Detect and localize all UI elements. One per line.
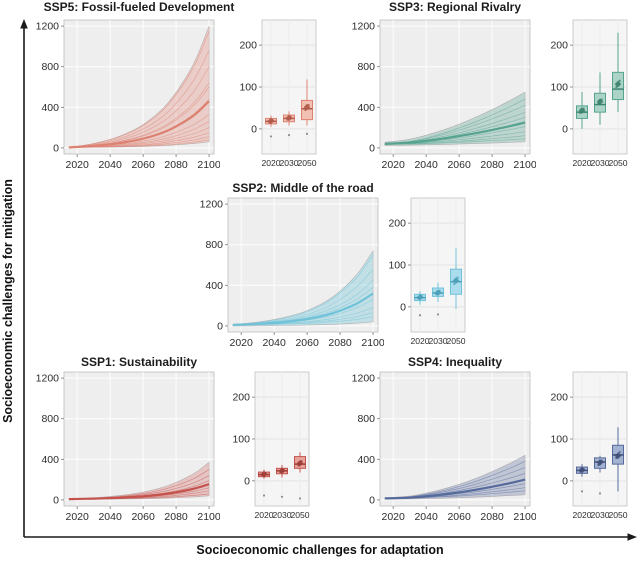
svg-text:2020: 2020 — [230, 337, 254, 346]
svg-text:2020: 2020 — [261, 158, 280, 168]
svg-text:400: 400 — [205, 280, 223, 292]
svg-text:200: 200 — [233, 392, 250, 404]
scenario-title: SSP1: Sustainability — [80, 355, 198, 369]
svg-text:2060: 2060 — [447, 511, 471, 520]
svg-text:0: 0 — [244, 475, 250, 487]
fan-chart-ssp5: 0 400 800 1200 2020 2040 2060 2080 2100 — [36, 19, 220, 168]
scenario-panel-ssp1: SSP1: Sustainability 0 400 800 1200 2020 2040… — [28, 352, 320, 526]
svg-text:2040: 2040 — [262, 337, 286, 346]
svg-text:2100: 2100 — [513, 159, 536, 168]
svg-text:2100: 2100 — [513, 511, 536, 520]
svg-text:0: 0 — [562, 123, 568, 135]
svg-text:800: 800 — [357, 61, 375, 73]
svg-text:0: 0 — [53, 494, 59, 506]
svg-text:2030: 2030 — [590, 510, 609, 520]
svg-text:400: 400 — [41, 454, 59, 466]
svg-text:800: 800 — [357, 413, 375, 425]
scenario-panel-ssp3: SSP3: Regional Rivalry 0 400 800 1200 2020 20… — [344, 0, 636, 174]
svg-text:2050: 2050 — [290, 510, 309, 520]
svg-text:0: 0 — [369, 494, 375, 506]
svg-text:2040: 2040 — [414, 159, 438, 168]
svg-text:0: 0 — [217, 320, 223, 332]
svg-text:2080: 2080 — [480, 159, 504, 168]
svg-text:1200: 1200 — [36, 373, 60, 385]
svg-text:0: 0 — [400, 301, 406, 313]
svg-text:2020: 2020 — [66, 159, 90, 168]
svg-text:2100: 2100 — [361, 337, 384, 346]
fan-chart-ssp4: 0 400 800 1200 2020 2040 2060 2080 2100 — [352, 371, 536, 520]
svg-text:2020: 2020 — [66, 511, 90, 520]
scenario-title: SSP2: Middle of the road — [232, 181, 374, 195]
svg-text:400: 400 — [357, 102, 375, 114]
svg-text:2080: 2080 — [164, 511, 188, 520]
svg-text:200: 200 — [551, 40, 568, 52]
svg-text:1200: 1200 — [200, 199, 224, 211]
svg-text:100: 100 — [551, 82, 568, 94]
svg-text:1200: 1200 — [352, 373, 376, 385]
svg-text:100: 100 — [233, 434, 250, 446]
svg-text:1200: 1200 — [352, 21, 376, 33]
svg-text:200: 200 — [551, 392, 568, 404]
svg-text:2080: 2080 — [328, 337, 352, 346]
svg-text:800: 800 — [41, 413, 59, 425]
scenario-panel-ssp4: SSP4: Inequality 0 400 800 1200 2020 2040 2060… — [344, 352, 636, 526]
svg-text:200: 200 — [389, 218, 406, 230]
svg-text:0: 0 — [369, 142, 375, 154]
svg-text:0: 0 — [53, 142, 59, 154]
y-axis-label: Socioeconomic challenges for mitigation — [1, 179, 15, 423]
x-axis-label: Socioeconomic challenges for adaptation — [196, 543, 444, 557]
scenario-title: SSP4: Inequality — [407, 355, 503, 369]
fan-chart-ssp3: 0 400 800 1200 2020 2040 2060 2080 2100 — [352, 19, 536, 168]
scenario-title: SSP5: Fossil-fueled Development — [43, 0, 235, 14]
svg-text:2020: 2020 — [572, 510, 591, 520]
svg-text:2050: 2050 — [297, 158, 316, 168]
fan-chart-ssp2: 0 400 800 1200 2020 2040 2060 2080 2100 — [200, 197, 384, 346]
svg-text:2020: 2020 — [382, 511, 406, 520]
svg-text:2050: 2050 — [608, 510, 627, 520]
svg-text:2020: 2020 — [254, 510, 273, 520]
svg-text:0: 0 — [251, 123, 257, 135]
svg-text:400: 400 — [357, 454, 375, 466]
svg-text:2080: 2080 — [480, 511, 504, 520]
svg-text:2100: 2100 — [197, 511, 220, 520]
svg-text:0: 0 — [562, 475, 568, 487]
svg-text:200: 200 — [240, 40, 257, 52]
svg-text:2030: 2030 — [279, 158, 298, 168]
svg-text:2040: 2040 — [98, 511, 122, 520]
svg-text:1200: 1200 — [36, 21, 60, 33]
svg-text:2030: 2030 — [590, 158, 609, 168]
scenario-panel-ssp2: SSP2: Middle of the road 0 400 800 1200 2020… — [192, 178, 484, 352]
svg-text:100: 100 — [551, 434, 568, 446]
svg-text:2060: 2060 — [131, 159, 155, 168]
svg-text:2100: 2100 — [197, 159, 220, 168]
svg-text:2050: 2050 — [608, 158, 627, 168]
fan-chart-ssp1: 0 400 800 1200 2020 2040 2060 2080 2100 — [36, 371, 220, 520]
svg-text:800: 800 — [205, 239, 223, 251]
svg-text:2020: 2020 — [410, 336, 429, 346]
svg-text:2040: 2040 — [414, 511, 438, 520]
svg-text:2030: 2030 — [428, 336, 447, 346]
svg-text:2020: 2020 — [572, 158, 591, 168]
svg-text:2040: 2040 — [98, 159, 122, 168]
svg-text:100: 100 — [240, 82, 257, 94]
svg-text:2060: 2060 — [447, 159, 471, 168]
svg-text:2080: 2080 — [164, 159, 188, 168]
svg-text:400: 400 — [41, 102, 59, 114]
svg-text:2060: 2060 — [131, 511, 155, 520]
svg-text:100: 100 — [389, 260, 406, 272]
svg-text:2020: 2020 — [382, 159, 406, 168]
svg-text:2030: 2030 — [272, 510, 291, 520]
svg-text:2060: 2060 — [295, 337, 319, 346]
scenario-panel-ssp5: SSP5: Fossil-fueled Development 0 400 800 1… — [28, 0, 320, 174]
svg-text:800: 800 — [41, 61, 59, 73]
scenario-title: SSP3: Regional Rivalry — [388, 0, 522, 14]
svg-text:2050: 2050 — [446, 336, 465, 346]
